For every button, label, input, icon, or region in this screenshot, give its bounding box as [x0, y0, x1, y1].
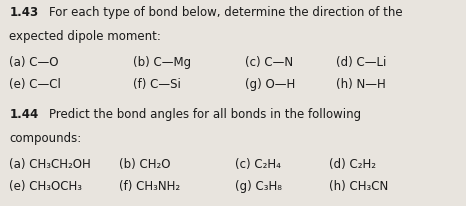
Text: (d) C₂H₂: (d) C₂H₂	[329, 158, 376, 171]
Text: (c) C—N: (c) C—N	[245, 56, 293, 69]
Text: (b) CH₂O: (b) CH₂O	[119, 158, 171, 171]
Text: (c) C₂H₄: (c) C₂H₄	[235, 158, 281, 171]
Text: (h) N—H: (h) N—H	[336, 78, 385, 91]
Text: (f) CH₃NH₂: (f) CH₃NH₂	[119, 180, 180, 193]
Text: 1.43: 1.43	[9, 6, 38, 19]
Text: (a) CH₃CH₂OH: (a) CH₃CH₂OH	[9, 158, 91, 171]
Text: For each type of bond below, determine the direction of the: For each type of bond below, determine t…	[49, 6, 403, 19]
Text: (h) CH₃CN: (h) CH₃CN	[329, 180, 388, 193]
Text: (e) C—Cl: (e) C—Cl	[9, 78, 61, 91]
Text: 1.44: 1.44	[9, 108, 39, 121]
Text: compounds:: compounds:	[9, 132, 82, 145]
Text: (e) CH₃OCH₃: (e) CH₃OCH₃	[9, 180, 82, 193]
Text: expected dipole moment:: expected dipole moment:	[9, 30, 161, 43]
Text: (g) O—H: (g) O—H	[245, 78, 295, 91]
Text: (f) C—Si: (f) C—Si	[133, 78, 181, 91]
Text: Predict the bond angles for all bonds in the following: Predict the bond angles for all bonds in…	[49, 108, 361, 121]
Text: (d) C—Li: (d) C—Li	[336, 56, 386, 69]
Text: (b) C—Mg: (b) C—Mg	[133, 56, 191, 69]
Text: (g) C₃H₈: (g) C₃H₈	[235, 180, 282, 193]
Text: (a) C—O: (a) C—O	[9, 56, 59, 69]
